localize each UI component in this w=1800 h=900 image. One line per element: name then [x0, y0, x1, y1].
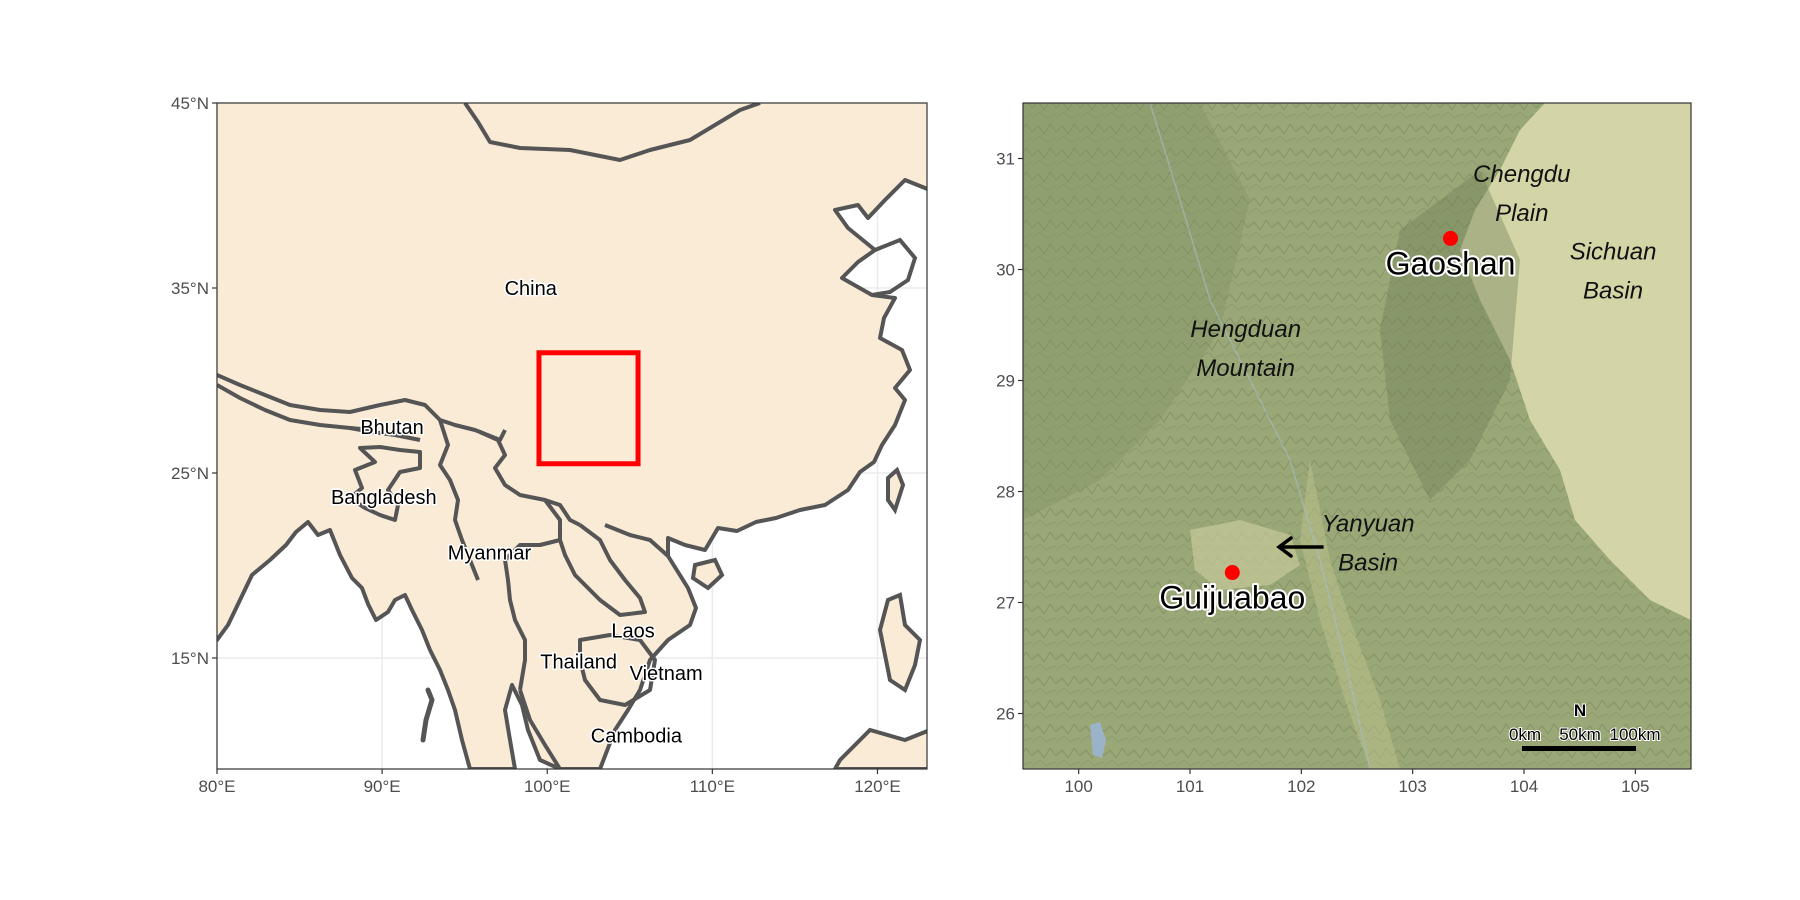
- site-label-gaoshan: Gaoshan: [1386, 245, 1516, 281]
- scale-label-0: 0km: [1509, 725, 1541, 744]
- country-label-cambodia: Cambodia: [591, 726, 683, 748]
- region-label-line: Sichuan: [1570, 239, 1657, 266]
- site-label-guijuabao: Guijuabao: [1159, 580, 1305, 616]
- y-tick-label: 31: [996, 150, 1015, 169]
- border-myanmar-india: [438, 419, 480, 581]
- sichuan-basin-lowland: [1460, 103, 1691, 620]
- y-tick-label: 25°N: [171, 464, 209, 483]
- x-tick-label: 103: [1398, 777, 1426, 796]
- land-asia-mainland: [217, 103, 927, 769]
- land-hainan: [690, 557, 725, 591]
- country-label-bhutan: Bhutan: [360, 417, 423, 439]
- lake: [1090, 722, 1106, 758]
- overview-map-frame: [216, 102, 928, 770]
- overview-x-axis: 80°E 90°E 100°E 110°E 120°E: [198, 769, 901, 796]
- study-area-map-frame: [1022, 102, 1692, 770]
- country-label-myanmar: Myanmar: [448, 543, 532, 565]
- overview-map-land: [217, 103, 927, 769]
- north-arrow-label: N: [1574, 701, 1586, 720]
- country-labels: China Bhutan Bangladesh Myanmar Laos Thailand…: [329, 277, 704, 750]
- region-label-line: Chengdu: [1473, 161, 1570, 188]
- y-tick-label: 45°N: [171, 94, 209, 113]
- country-label-laos: Laos: [611, 620, 654, 642]
- site-markers: Gaoshan Guijuabao: [1157, 230, 1517, 618]
- border-mongolia: [463, 103, 761, 162]
- y-tick-label: 15°N: [171, 649, 209, 668]
- region-labels: Chengdu Plain Sichuan Basin Hengduan Mountain…: [1190, 161, 1656, 577]
- study-area-box: [536, 350, 641, 467]
- country-label-china: China: [505, 278, 558, 300]
- region-label-line: Basin: [1583, 278, 1643, 305]
- x-tick-label: 110°E: [690, 777, 735, 796]
- overview-map-panel: China Bhutan Bangladesh Myanmar Laos Thailand…: [171, 94, 928, 796]
- region-label-line: Yanyuan: [1322, 510, 1415, 537]
- border-cambodia: [578, 633, 657, 707]
- region-label-line: Hengduan: [1190, 316, 1301, 343]
- scale-bar: N 0km 50km 100km: [1508, 700, 1662, 751]
- border-vietnam-laos: [604, 523, 670, 558]
- river: [1149, 103, 1371, 769]
- x-tick-label: 100°E: [524, 777, 571, 796]
- land-andaman-islands: [420, 687, 435, 743]
- yanyuan-basin-lowland: [1190, 520, 1300, 590]
- overview-y-axis: 45°N 35°N 25°N 15°N: [171, 94, 217, 668]
- site-marker-guijuabao: [1224, 565, 1240, 581]
- x-tick-label: 80°E: [198, 777, 235, 796]
- terrain-shadow-northwest: [1023, 103, 1250, 520]
- scale-label-50: 50km: [1559, 725, 1601, 744]
- x-tick-label: 100: [1064, 777, 1092, 796]
- country-label-vietnam: Vietnam: [630, 663, 703, 685]
- study-area-y-axis: 26 27 28 29 30 31: [996, 150, 1023, 724]
- x-tick-label: 105: [1621, 777, 1649, 796]
- border-laos: [558, 523, 647, 617]
- scale-label-100: 100km: [1609, 725, 1660, 744]
- region-label-line: Plain: [1495, 200, 1548, 227]
- x-tick-label: 104: [1510, 777, 1538, 796]
- study-area-map-panel: Chengdu Plain Sichuan Basin Hengduan Mountain…: [996, 102, 1692, 796]
- y-tick-label: 30: [996, 261, 1015, 280]
- y-tick-label: 35°N: [171, 279, 209, 298]
- border-bangladesh: [348, 445, 422, 522]
- terrain-basemap: [1023, 103, 1691, 769]
- border-myanmar-thailand: [503, 498, 562, 691]
- country-label-bangladesh: Bangladesh: [331, 487, 437, 509]
- y-tick-label: 28: [996, 483, 1015, 502]
- study-area-x-axis: 100 101 102 103 104 105: [1064, 769, 1650, 796]
- scale-bar-line: [1522, 746, 1636, 751]
- border-myanmar-china: [479, 430, 581, 527]
- x-tick-label: 101: [1176, 777, 1204, 796]
- land-taiwan: [886, 466, 906, 515]
- y-tick-label: 26: [996, 705, 1015, 724]
- border-bhutan: [349, 426, 421, 442]
- x-tick-label: 102: [1287, 777, 1315, 796]
- region-label-line: Mountain: [1196, 355, 1295, 382]
- x-tick-label: 120°E: [854, 777, 901, 796]
- terrain-ridge-east: [1380, 170, 1520, 500]
- yanyuan-basin-arrowhead: [1276, 536, 1293, 558]
- land-borneo: [832, 727, 927, 769]
- border-india-nepal-north: [217, 373, 507, 442]
- x-tick-label: 90°E: [364, 777, 401, 796]
- y-tick-label: 27: [996, 594, 1015, 613]
- site-marker-gaoshan: [1443, 230, 1459, 246]
- y-tick-label: 29: [996, 372, 1015, 391]
- land-korea: [871, 237, 918, 297]
- land-philippines: [877, 592, 923, 694]
- border-thailand-malaysia: [518, 689, 562, 769]
- region-label-line: Basin: [1338, 549, 1398, 576]
- valley-lowland: [1300, 460, 1400, 769]
- country-label-thailand: Thailand: [540, 652, 617, 674]
